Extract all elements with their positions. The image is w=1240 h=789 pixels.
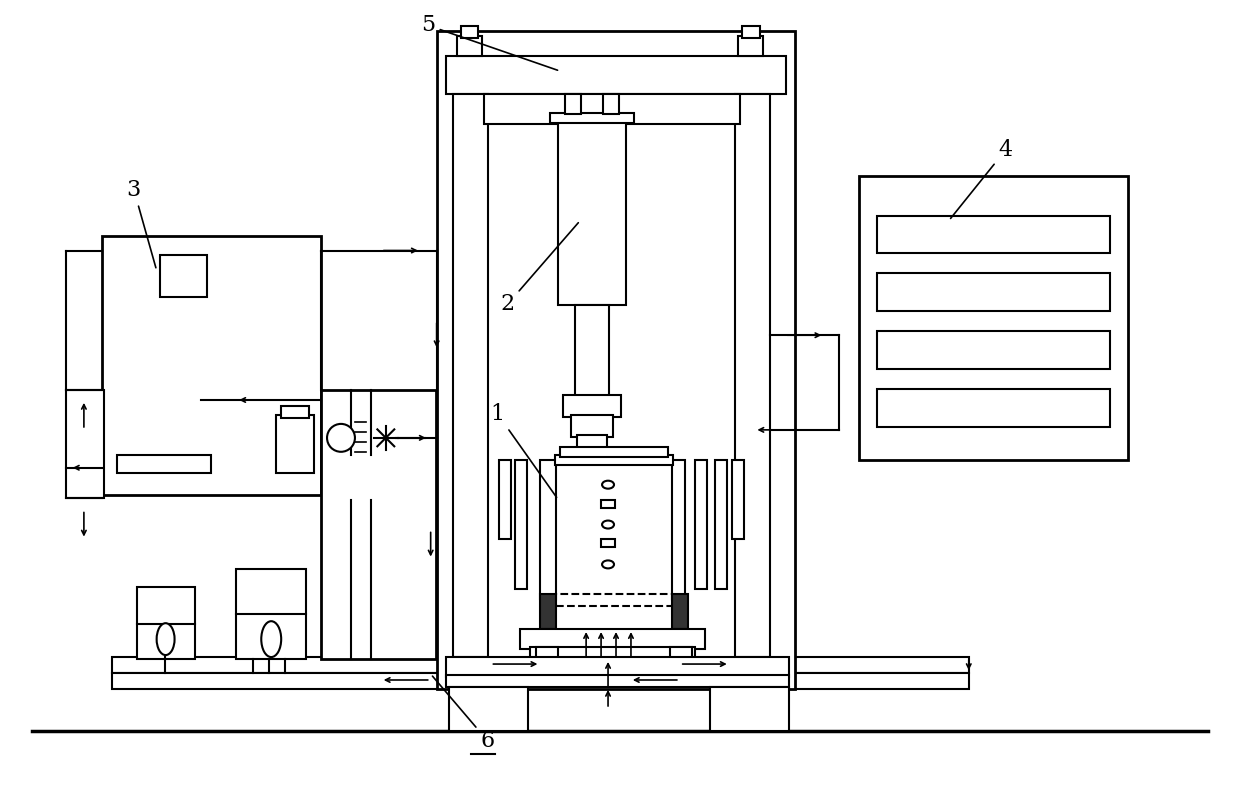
Bar — [500, 460, 511, 540]
Bar — [531, 647, 694, 659]
Bar — [734, 94, 770, 657]
Ellipse shape — [156, 623, 175, 655]
Ellipse shape — [603, 560, 614, 568]
Bar — [112, 673, 968, 689]
Bar — [672, 594, 688, 629]
Bar — [558, 121, 626, 305]
Bar — [709, 687, 790, 731]
Bar — [551, 113, 634, 123]
Bar — [556, 454, 673, 465]
Bar — [445, 657, 790, 677]
Ellipse shape — [327, 424, 355, 452]
Bar — [453, 94, 489, 657]
Bar — [102, 236, 321, 495]
Ellipse shape — [603, 521, 614, 529]
Bar — [670, 647, 692, 659]
Bar — [742, 26, 760, 38]
Bar — [521, 629, 704, 649]
Bar — [732, 460, 744, 540]
Bar — [714, 460, 727, 589]
Text: 3: 3 — [126, 178, 156, 267]
Bar — [436, 32, 795, 689]
Text: 6: 6 — [433, 676, 495, 752]
Bar — [66, 390, 104, 498]
Bar — [565, 94, 582, 114]
Bar — [694, 460, 707, 589]
Bar — [237, 570, 306, 659]
Text: 2: 2 — [501, 222, 578, 316]
Bar — [460, 26, 479, 38]
Bar — [575, 305, 609, 405]
Bar — [877, 274, 1110, 312]
Ellipse shape — [603, 481, 614, 488]
Text: 5: 5 — [420, 14, 558, 70]
Bar — [859, 176, 1128, 460]
Bar — [449, 687, 528, 731]
Text: 4: 4 — [951, 139, 1013, 219]
Bar — [456, 36, 482, 56]
Bar — [321, 390, 435, 659]
Bar — [445, 56, 786, 94]
Bar — [601, 499, 615, 507]
Bar — [877, 215, 1110, 253]
Bar — [541, 460, 684, 600]
Bar — [603, 94, 619, 114]
Ellipse shape — [262, 621, 281, 657]
Bar — [516, 460, 527, 589]
Bar — [136, 587, 195, 659]
Bar — [560, 447, 668, 457]
Bar — [541, 594, 557, 629]
Bar — [572, 415, 613, 437]
Text: 1: 1 — [491, 403, 557, 497]
Bar — [557, 594, 672, 606]
Bar — [577, 435, 608, 450]
Bar — [572, 450, 613, 468]
Bar — [160, 256, 207, 297]
Bar — [536, 647, 558, 659]
Bar — [117, 454, 212, 473]
Bar — [277, 415, 314, 473]
Bar — [601, 540, 615, 548]
Bar — [563, 395, 621, 417]
Bar — [877, 389, 1110, 427]
Bar — [738, 36, 764, 56]
Bar — [485, 94, 739, 124]
Bar — [445, 675, 790, 687]
Bar — [877, 331, 1110, 369]
Bar — [281, 406, 309, 418]
Bar — [112, 657, 968, 673]
